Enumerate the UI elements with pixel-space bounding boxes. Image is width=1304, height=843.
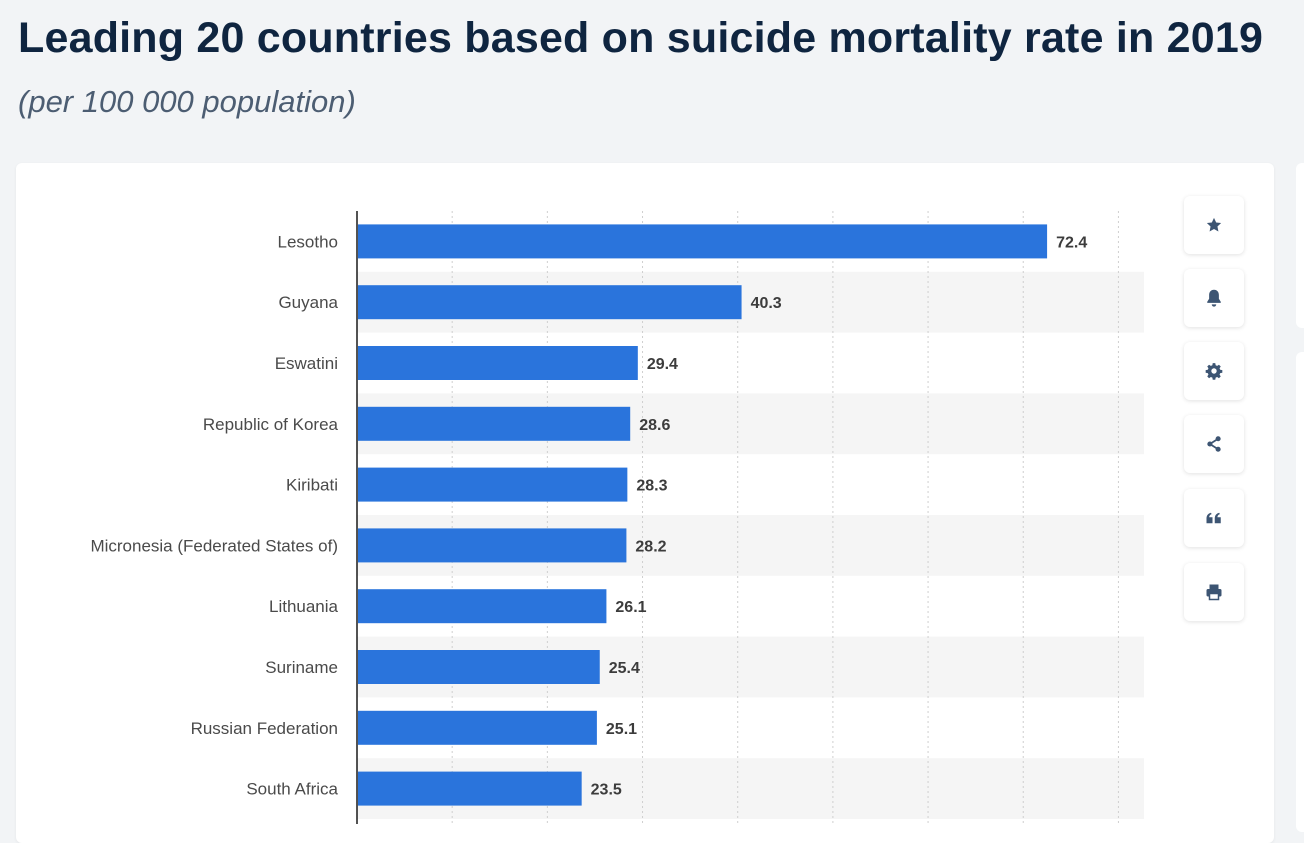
category-label: Russian Federation [191,719,338,738]
bar [358,710,597,745]
value-label: 29.4 [647,356,678,373]
value-label: 28.3 [636,478,667,495]
bar-chart: Lesotho 72.4 Guyana 40.3 Eswatini 29.4 Republi… [90,211,1119,824]
quote-icon [1206,512,1221,524]
cite-button[interactable] [1184,489,1244,547]
value-label: 40.3 [751,295,782,312]
star-icon [1206,217,1222,232]
value-label: 28.2 [635,538,666,555]
category-label: Suriname [265,658,338,677]
page-title: Leading 20 countries based on suicide mo… [18,14,1264,62]
share-button[interactable] [1184,415,1244,473]
bar [358,406,631,441]
category-label: Eswatini [275,354,338,373]
category-label: Lesotho [278,232,339,251]
category-label: Lithuania [269,597,339,616]
category-label: Republic of Korea [203,415,339,434]
settings-button[interactable] [1184,342,1244,400]
printer-icon [1206,584,1222,601]
value-label: 25.4 [609,660,640,677]
category-label: South Africa [246,780,338,799]
value-label: 72.4 [1056,234,1087,251]
bar [358,467,628,502]
value-label: 26.1 [615,599,646,616]
category-label: Kiribati [286,476,338,495]
value-label: 23.5 [591,782,622,799]
page-subtitle: (per 100 000 population) [18,84,356,119]
category-label: Guyana [278,293,338,312]
bar [358,589,607,624]
favorite-button[interactable] [1184,196,1244,254]
bar [358,771,582,806]
bell-icon [1207,289,1221,307]
share-icon [1207,436,1221,452]
bar [358,346,638,380]
side-panel-card [1296,352,1304,832]
gear-icon [1205,363,1223,380]
bar [358,285,742,320]
bar [358,650,600,684]
bar [358,224,1048,259]
category-label: Micronesia (Federated States of) [90,536,338,555]
notification-button[interactable] [1184,269,1244,327]
print-button[interactable] [1184,563,1244,621]
bar [358,528,627,563]
side-panel-card [1296,163,1304,328]
value-label: 28.6 [639,417,670,434]
value-label: 25.1 [606,721,637,738]
